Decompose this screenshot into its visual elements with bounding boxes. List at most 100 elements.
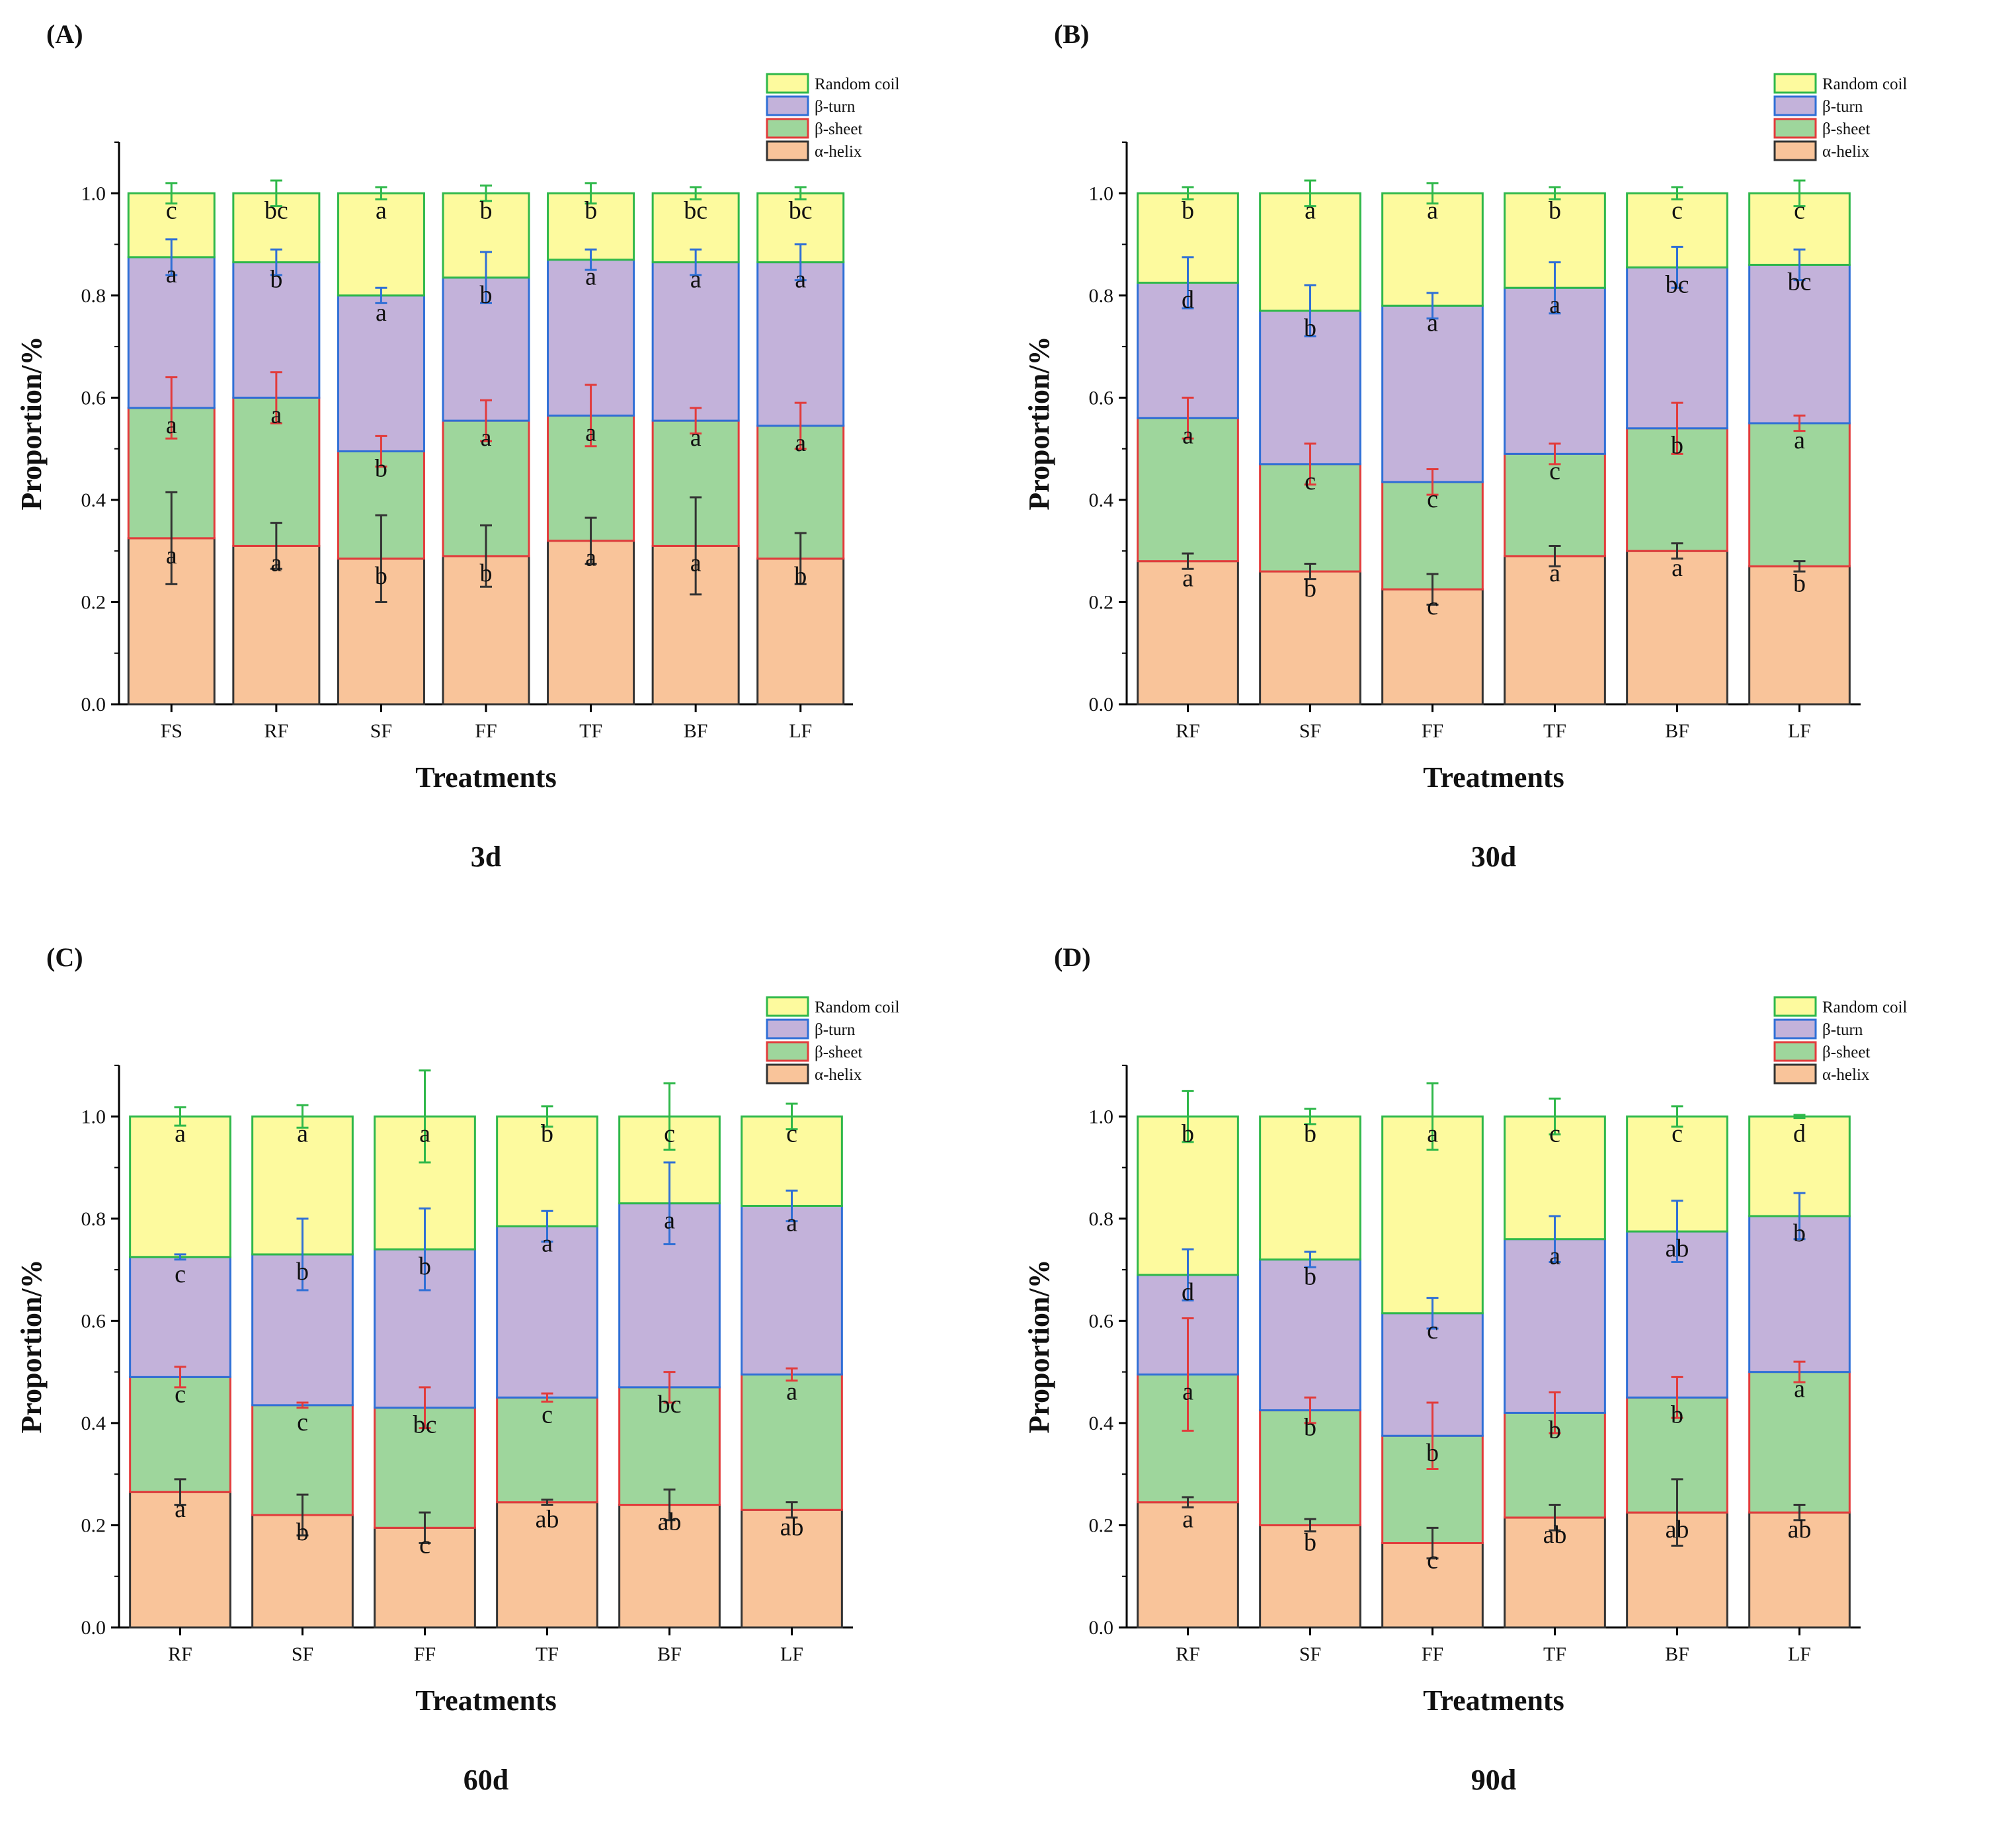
beta-turn-letter: a [690, 266, 702, 294]
random-coil-letter: c [664, 1120, 675, 1147]
random-coil-letter: c [166, 196, 177, 224]
beta-turn-letter: b [1304, 314, 1316, 342]
y-axis-title: Proportion/% [15, 1259, 48, 1433]
alpha-helix-bar [1504, 1516, 1606, 1629]
bar-group-sf: b c b a [1259, 179, 1361, 706]
random-coil-letter: c [1672, 196, 1683, 224]
random-coil-letter: a [1427, 196, 1438, 224]
random-coil-letter: a [419, 1120, 430, 1147]
alpha-helix-bar [618, 1504, 721, 1629]
alpha-helix-letter: c [1427, 1547, 1438, 1575]
alpha-helix-letter: a [585, 544, 596, 572]
legend: Random coil β-turn β-sheet α-helix [766, 996, 900, 1085]
y-tick-label: 0.8 [1089, 1208, 1114, 1230]
random-coil-legend-swatch [766, 73, 809, 94]
bar-group-rf: a c c a [129, 1106, 231, 1629]
beta-sheet-letter: b [1671, 432, 1683, 460]
alpha-helix-letter: ab [658, 1508, 682, 1536]
alpha-helix-bar [496, 1501, 598, 1629]
beta-sheet-bar [1748, 1371, 1851, 1514]
alpha-helix-letter: ab [780, 1513, 804, 1541]
beta-sheet-letter: c [1305, 468, 1316, 495]
alpha-helix-legend-swatch [766, 1063, 809, 1085]
x-tick-label: FF [1422, 1643, 1443, 1665]
beta-turn-letter: c [1427, 1317, 1438, 1344]
beta-turn-letter: ab [1666, 1235, 1689, 1262]
y-tick-label: 0.0 [1089, 1617, 1114, 1639]
beta-sheet-letter: a [795, 429, 806, 457]
beta-sheet-letter: c [297, 1409, 308, 1436]
chart-svg: (B)0.00.20.40.60.81.0aadbRFbcbaSFccaaFFa… [1023, 19, 1908, 873]
bar-group-rf: a a b bc [232, 179, 321, 706]
alpha-helix-letter: ab [1788, 1516, 1812, 1543]
beta-turn-legend-label: β-turn [815, 1021, 856, 1039]
alpha-helix-legend-swatch [1773, 140, 1817, 161]
alpha-helix-letter: a [166, 542, 177, 569]
random-coil-letter: a [1427, 1120, 1438, 1147]
beta-turn-legend-label: β-turn [1822, 98, 1863, 116]
beta-turn-legend-swatch [1773, 1018, 1817, 1040]
x-tick-label: BF [1665, 1643, 1689, 1665]
y-tick-label: 0.2 [81, 591, 106, 613]
chart-svg: (A) 0.0 0.2 0.4 0.6 0.8 1.0 a a a c FS a a b bc RF b b a a SF… [15, 19, 900, 873]
beta-sheet-bar [618, 1386, 721, 1506]
alpha-helix-letter: a [1182, 565, 1193, 593]
bar-group-tf: a a a b [547, 182, 635, 706]
x-tick-label: TF [1543, 1643, 1566, 1665]
beta-turn-letter: d [1182, 1278, 1194, 1306]
random-coil-letter: a [297, 1120, 308, 1147]
chart-subtitle: 60d [464, 1764, 508, 1796]
legend: Random coil β-turn β-sheet α-helix [766, 73, 900, 161]
panel-c: (C) 0.0 0.2 0.4 0.6 0.8 1.0 a c c a RF b c b a SF c bc b a FF… [0, 923, 1008, 1846]
beta-sheet-letter: bc [413, 1411, 437, 1439]
bar-group-tf: a c a b [1504, 186, 1606, 706]
bar-group-sf: b b a a [337, 186, 425, 706]
beta-sheet-letter: c [1549, 457, 1560, 485]
beta-turn-bar [1259, 1258, 1361, 1412]
beta-turn-bar [651, 261, 740, 422]
random-coil-letter: a [1305, 196, 1316, 224]
alpha-helix-letter: c [419, 1531, 430, 1559]
bar-group-ff: c c a a [1381, 182, 1484, 706]
x-tick-label: FF [475, 720, 497, 742]
alpha-helix-letter: c [1427, 593, 1438, 620]
panel-label: (B) [1054, 19, 1089, 49]
beta-turn-letter: b [480, 281, 493, 309]
x-tick-label: LF [1788, 720, 1811, 742]
beta-sheet-letter: c [1427, 485, 1438, 513]
x-tick-label: TF [579, 720, 602, 742]
beta-sheet-legend-label: β-sheet [1822, 120, 1870, 138]
beta-sheet-letter: b [375, 455, 387, 483]
alpha-helix-bar [232, 544, 321, 706]
panel-label: (D) [1054, 942, 1091, 972]
bar-group-lf: ab a a c [741, 1102, 843, 1629]
alpha-helix-bar [741, 1508, 843, 1629]
alpha-helix-letter: a [1549, 559, 1560, 587]
random-coil-bar [251, 1115, 354, 1256]
beta-sheet-legend-swatch [766, 118, 809, 139]
alpha-helix-legend-label: α-helix [815, 143, 862, 161]
random-coil-letter: b [1182, 1120, 1194, 1147]
random-coil-legend-label: Random coil [1822, 75, 1908, 93]
alpha-helix-letter: a [1182, 1506, 1193, 1534]
random-coil-letter: b [585, 196, 597, 224]
chart-svg: (D) 0.0 0.2 0.4 0.6 0.8 1.0 a a d b RF b b b b SF c b c a FF a… [1023, 942, 1908, 1796]
legend: Random coil β-turn β-sheet α-helix [1773, 996, 1908, 1085]
random-coil-letter: bc [789, 196, 813, 224]
alpha-helix-bar [547, 540, 635, 706]
random-coil-letter: c [1794, 196, 1805, 224]
random-coil-legend-swatch [1773, 996, 1817, 1017]
random-coil-letter: b [1182, 196, 1194, 224]
x-tick-label: RF [168, 1643, 192, 1665]
beta-turn-bar [756, 261, 845, 427]
alpha-helix-letter: b [296, 1518, 309, 1546]
x-tick-label: SF [292, 1643, 313, 1665]
beta-turn-letter: b [1304, 1263, 1316, 1291]
panel-label: (C) [46, 942, 83, 972]
random-coil-letter: b [480, 196, 493, 224]
alpha-helix-letter: b [1793, 569, 1806, 597]
y-tick-label: 1.0 [81, 183, 106, 204]
panel-label: (A) [46, 19, 83, 49]
chart-svg: (C)0.00.20.40.60.81.0accaRFbcbaSFcbcbaFF… [15, 942, 900, 1796]
